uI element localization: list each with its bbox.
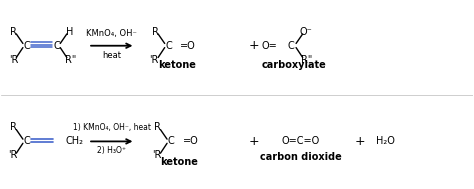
Text: CH₂: CH₂ bbox=[66, 136, 84, 146]
Text: C: C bbox=[288, 41, 295, 51]
Text: R: R bbox=[152, 27, 159, 37]
Text: +: + bbox=[248, 39, 259, 52]
Text: 'R: 'R bbox=[152, 150, 161, 160]
Text: R": R" bbox=[301, 55, 312, 65]
Text: 'R: 'R bbox=[150, 55, 159, 65]
Text: ketone: ketone bbox=[160, 157, 198, 167]
Text: 2) H₃O⁺: 2) H₃O⁺ bbox=[97, 146, 126, 155]
Text: C: C bbox=[23, 41, 30, 51]
Text: =O: =O bbox=[181, 41, 196, 51]
Text: 1) KMnO₄, OH⁻, heat: 1) KMnO₄, OH⁻, heat bbox=[73, 123, 151, 132]
Text: O=: O= bbox=[262, 41, 277, 51]
Text: C: C bbox=[167, 136, 174, 146]
Text: H: H bbox=[65, 27, 73, 37]
Text: KMnO₄, OH⁻: KMnO₄, OH⁻ bbox=[86, 29, 137, 38]
Text: R: R bbox=[10, 27, 17, 37]
Text: O=C=O: O=C=O bbox=[282, 136, 320, 146]
Text: H₂O: H₂O bbox=[376, 136, 395, 146]
Text: =O: =O bbox=[183, 136, 199, 146]
Text: carboxylate: carboxylate bbox=[261, 60, 326, 70]
Text: C: C bbox=[165, 41, 172, 51]
Text: C: C bbox=[53, 41, 60, 51]
Text: +: + bbox=[248, 135, 259, 148]
Text: +: + bbox=[355, 135, 365, 148]
Text: R: R bbox=[10, 122, 17, 132]
Text: ketone: ketone bbox=[158, 60, 196, 70]
Text: R: R bbox=[154, 122, 161, 132]
Text: heat: heat bbox=[102, 51, 121, 60]
Text: carbon dioxide: carbon dioxide bbox=[260, 152, 342, 162]
Text: C: C bbox=[23, 136, 30, 146]
Text: R": R" bbox=[65, 55, 76, 65]
Text: 'R: 'R bbox=[9, 55, 18, 65]
Text: O⁻: O⁻ bbox=[299, 27, 312, 37]
Text: 'R: 'R bbox=[8, 150, 17, 160]
